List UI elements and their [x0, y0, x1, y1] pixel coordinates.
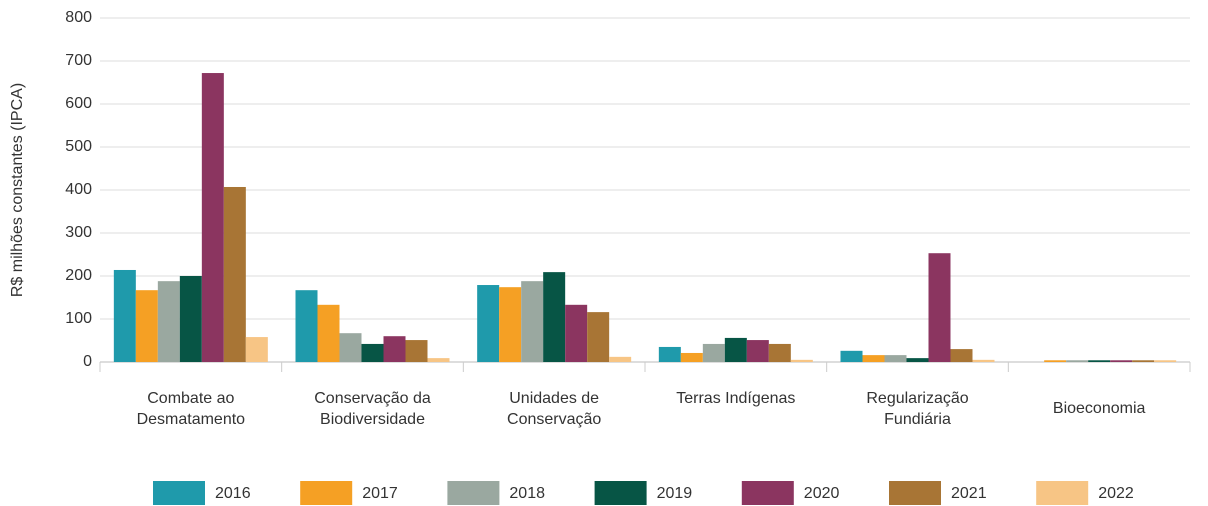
bar — [972, 359, 995, 362]
bar — [906, 358, 929, 362]
bar — [113, 269, 136, 362]
bar — [427, 358, 450, 362]
y-tick-label: 0 — [83, 353, 92, 370]
bar — [928, 253, 951, 362]
legend-label: 2016 — [215, 485, 251, 502]
legend-swatch — [1036, 481, 1089, 505]
legend-label: 2021 — [951, 485, 987, 502]
legend-swatch — [741, 481, 794, 505]
bar — [680, 352, 703, 362]
legend-swatch — [594, 481, 647, 505]
bar — [884, 355, 907, 362]
legend-label: 2017 — [362, 485, 398, 502]
bar — [1066, 360, 1089, 362]
x-tick-label: Unidades de Conservação — [507, 390, 602, 428]
bar — [157, 281, 180, 362]
y-tick-label: 600 — [65, 95, 92, 112]
x-tick-label: Terras Indígenas — [676, 390, 796, 407]
x-tick-label: Regularização Fundiária — [866, 390, 969, 428]
legend-swatch — [153, 481, 205, 505]
bar — [383, 336, 406, 362]
bar — [840, 350, 863, 362]
bar — [339, 333, 362, 362]
bar — [746, 340, 769, 362]
bar — [609, 356, 632, 362]
bar — [317, 304, 340, 362]
x-tick-label: Bioeconomia — [1052, 400, 1146, 417]
bar — [565, 304, 588, 362]
bar — [587, 312, 610, 362]
bar — [245, 337, 268, 362]
bar — [135, 290, 158, 362]
bar — [295, 290, 318, 362]
legend-swatch — [889, 481, 941, 505]
bar — [201, 73, 224, 362]
bar — [361, 343, 384, 362]
y-tick-label: 300 — [65, 224, 92, 241]
bar — [702, 343, 725, 362]
y-tick-label: 800 — [65, 9, 92, 26]
bar — [724, 337, 747, 362]
legend-label: 2022 — [1098, 485, 1134, 502]
bar — [405, 340, 428, 362]
legend-label: 2018 — [509, 485, 545, 502]
x-tick-label: Combate ao Desmatamento — [136, 390, 246, 428]
y-tick-label: 200 — [65, 267, 92, 284]
bar — [499, 287, 522, 362]
bar — [1088, 360, 1111, 362]
y-tick-label: 400 — [65, 181, 92, 198]
bar — [223, 186, 246, 362]
y-tick-label: 500 — [65, 138, 92, 155]
x-tick-label: Conservação da Biodiversidade — [314, 390, 431, 428]
y-tick-label: 100 — [65, 310, 92, 327]
bar — [768, 343, 791, 362]
y-tick-label: 700 — [65, 52, 92, 69]
bar — [862, 355, 885, 362]
bar — [1110, 360, 1133, 362]
bar — [1132, 360, 1155, 362]
legend-label: 2020 — [804, 485, 840, 502]
bar — [950, 349, 973, 362]
bar — [1044, 360, 1067, 362]
bar — [477, 285, 500, 362]
legend-swatch — [300, 481, 353, 505]
bar — [1154, 360, 1177, 362]
legend-label: 2019 — [657, 485, 693, 502]
y-axis-label: R$ milhões constantes (IPCA) — [9, 83, 26, 297]
legend-swatch — [447, 481, 500, 505]
bar — [790, 359, 813, 362]
bar — [658, 346, 681, 362]
bar — [179, 276, 202, 362]
bar — [521, 281, 544, 362]
bar — [543, 272, 566, 362]
